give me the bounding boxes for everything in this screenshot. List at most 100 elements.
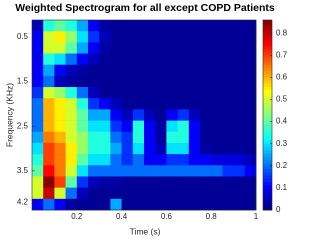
colorbar-segment (263, 39, 272, 43)
y-tick-label: 1.5 (17, 77, 29, 86)
heat-cell (188, 98, 201, 110)
colorbar-segment (263, 130, 272, 135)
heat-cell (177, 64, 190, 77)
heat-cell (144, 120, 156, 133)
heat-cell (155, 53, 167, 66)
heat-cell (233, 31, 246, 43)
colorbar-segment (263, 99, 272, 103)
heat-cell (188, 87, 201, 99)
heat-cell (32, 198, 44, 211)
heat-cell (65, 20, 78, 32)
heat-cell (177, 20, 190, 32)
colorbar-segment (263, 159, 272, 163)
heat-cell (177, 98, 190, 110)
heat-cell (43, 42, 55, 54)
heat-cell (177, 154, 190, 166)
heat-cell (222, 109, 234, 121)
heat-cell (76, 31, 89, 43)
heat-cell (43, 87, 55, 99)
heat-cell (211, 98, 223, 110)
heat-cell (132, 64, 145, 77)
colorbar-segment (263, 181, 272, 186)
heat-cell (54, 142, 66, 155)
colorbar-segment (263, 102, 272, 106)
heat-cell (76, 198, 89, 211)
heat-cell (200, 131, 212, 144)
heat-cell (121, 53, 134, 66)
colorbar-frame (262, 19, 273, 211)
heat-cell (132, 131, 145, 144)
heat-cell (200, 53, 212, 66)
heat-cell (99, 165, 111, 177)
colorbar-segment (263, 77, 272, 81)
heat-cell (99, 20, 111, 32)
y-tick-label: 4.2 (17, 197, 29, 206)
heat-cell (244, 131, 257, 144)
heat-cell (110, 42, 122, 54)
heat-cell (155, 64, 167, 77)
colorbar-segment (263, 105, 272, 110)
heat-cell (166, 165, 178, 177)
heat-cell (177, 31, 190, 43)
heat-cell (76, 176, 89, 188)
heat-cell (233, 87, 246, 99)
heat-cell (65, 176, 78, 188)
heat-cell (244, 53, 257, 66)
heat-cell (155, 154, 167, 166)
heat-cell (166, 87, 178, 99)
heat-cell (222, 31, 234, 43)
heat-cell (132, 75, 145, 88)
colorbar-segment (263, 45, 272, 49)
heat-cell (54, 131, 66, 144)
colorbar-segment (263, 54, 272, 59)
heat-cell (65, 75, 78, 88)
heat-cell (155, 198, 167, 211)
heat-cell (211, 109, 223, 121)
heat-cell (144, 53, 156, 66)
heat-cell (222, 154, 234, 166)
heat-cell (65, 98, 78, 110)
heat-cell (144, 154, 156, 166)
heat-cell (110, 31, 122, 43)
heat-cell (54, 87, 66, 99)
heat-cell (99, 42, 111, 54)
heat-cell (43, 187, 55, 200)
heat-cell (244, 187, 257, 200)
heat-cell (144, 42, 156, 54)
heat-cell (166, 98, 178, 110)
colorbar-tick-label: 0.2 (276, 161, 288, 170)
x-tick-label: 0.4 (116, 212, 128, 221)
heat-cell (65, 165, 78, 177)
heat-cell (177, 120, 190, 133)
heat-cell (43, 53, 55, 66)
heat-cell (110, 198, 122, 211)
colorbar-segment (263, 115, 272, 119)
heat-cell (188, 20, 201, 32)
heat-cell (244, 154, 257, 166)
heat-cell (166, 75, 178, 88)
heat-cell (188, 53, 201, 66)
heat-cell (222, 131, 234, 144)
colorbar-segment (263, 118, 272, 122)
colorbar-segment (263, 165, 272, 170)
colorbar-tick-label: 0.3 (276, 139, 288, 148)
colorbar-segment (263, 178, 272, 182)
heat-cell (144, 31, 156, 43)
y-tick-label: 0.5 (17, 32, 29, 41)
heat-cell (43, 165, 55, 177)
heat-cell (88, 109, 100, 121)
heat-cell (65, 109, 78, 121)
colorbar-segment (263, 92, 272, 97)
heat-cell (54, 42, 66, 54)
heat-cell (233, 109, 246, 121)
heat-cell (166, 198, 178, 211)
heat-cell (121, 64, 134, 77)
heat-cell (65, 131, 78, 144)
heat-cell (88, 20, 100, 32)
heat-cell (43, 142, 55, 155)
colorbar-segment (263, 175, 272, 179)
heat-cell (65, 64, 78, 77)
heat-cell (110, 176, 122, 188)
heat-cell (32, 87, 44, 99)
heat-cell (43, 131, 55, 144)
